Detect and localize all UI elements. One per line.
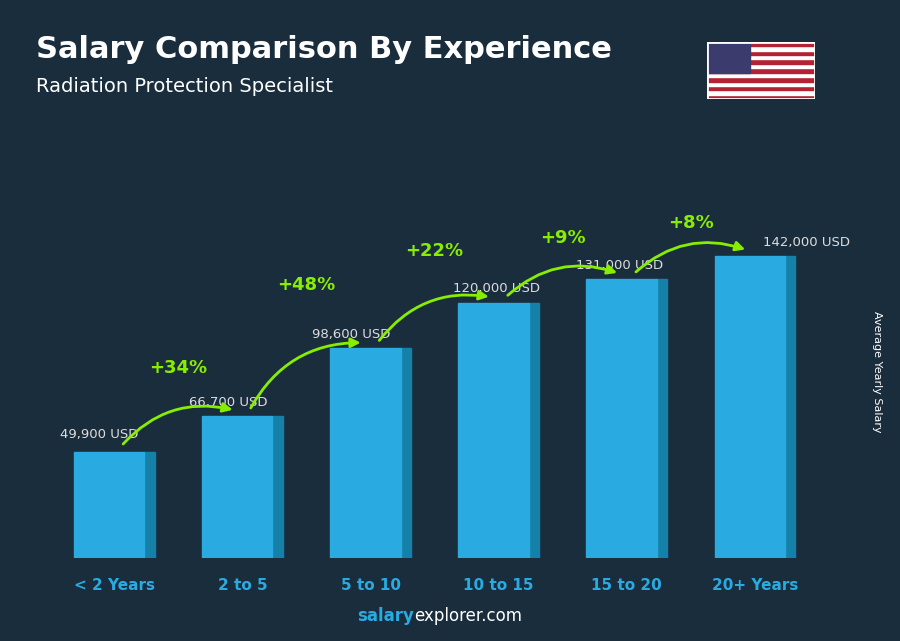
Polygon shape (144, 452, 155, 558)
Bar (202, 416, 273, 558)
Text: 66,700 USD: 66,700 USD (188, 395, 267, 408)
Text: Salary Comparison By Experience: Salary Comparison By Experience (36, 35, 612, 64)
Text: +34%: +34% (149, 358, 207, 377)
Text: Radiation Protection Specialist: Radiation Protection Specialist (36, 77, 333, 96)
Bar (706, 81, 814, 86)
Bar (706, 42, 750, 72)
Text: 15 to 20: 15 to 20 (591, 578, 662, 593)
Bar (706, 64, 814, 69)
Text: 49,900 USD: 49,900 USD (60, 428, 139, 440)
Text: 142,000 USD: 142,000 USD (762, 235, 850, 249)
Text: salary: salary (357, 607, 414, 625)
Text: Average Yearly Salary: Average Yearly Salary (872, 311, 883, 433)
Text: 10 to 15: 10 to 15 (464, 578, 534, 593)
Bar (706, 86, 814, 90)
Polygon shape (657, 279, 667, 558)
Bar (706, 42, 814, 46)
Bar (706, 72, 814, 77)
Text: +48%: +48% (277, 276, 336, 294)
Text: < 2 Years: < 2 Years (74, 578, 155, 593)
Text: 98,600 USD: 98,600 USD (311, 328, 390, 341)
Bar (330, 348, 400, 558)
Text: 5 to 10: 5 to 10 (340, 578, 400, 593)
Text: 131,000 USD: 131,000 USD (576, 259, 662, 272)
Polygon shape (273, 416, 283, 558)
Bar (587, 279, 657, 558)
Polygon shape (400, 348, 411, 558)
Text: explorer.com: explorer.com (414, 607, 522, 625)
Text: +9%: +9% (540, 229, 586, 247)
Bar (706, 69, 814, 72)
Bar (706, 90, 814, 95)
Bar (706, 51, 814, 55)
Bar (706, 77, 814, 81)
Bar (706, 55, 814, 60)
Bar (706, 60, 814, 64)
Polygon shape (785, 256, 796, 558)
Bar (715, 256, 785, 558)
Text: +8%: +8% (668, 213, 714, 231)
Bar (706, 46, 814, 51)
Text: 20+ Years: 20+ Years (712, 578, 798, 593)
Bar (706, 95, 814, 99)
Text: 2 to 5: 2 to 5 (218, 578, 267, 593)
Text: 120,000 USD: 120,000 USD (453, 282, 539, 296)
Polygon shape (529, 303, 539, 558)
Bar (458, 303, 529, 558)
Text: +22%: +22% (406, 242, 464, 260)
Bar (74, 452, 144, 558)
